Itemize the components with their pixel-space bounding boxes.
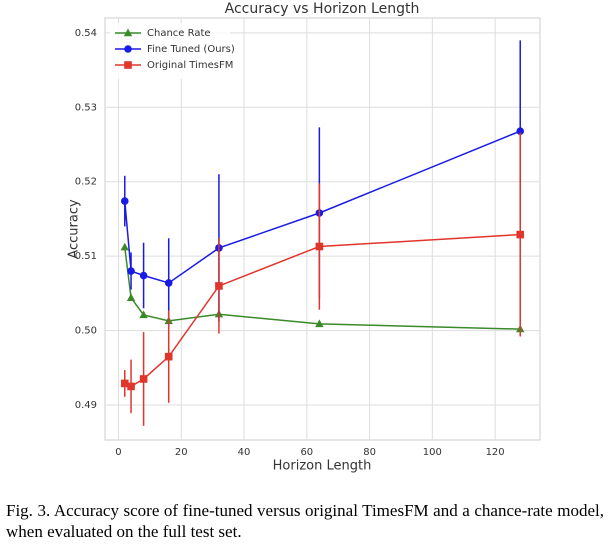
y-axis-label: Accuracy: [67, 199, 82, 259]
x-tick-label: 20: [175, 447, 188, 458]
plot-area: [104, 17, 541, 441]
marker: [164, 352, 173, 361]
x-tick-label: 0: [115, 447, 121, 458]
marker: [315, 242, 324, 251]
marker: [139, 271, 148, 280]
legend-marker: [124, 45, 132, 53]
x-tick-label: 60: [300, 447, 313, 458]
marker: [126, 293, 136, 302]
marker: [516, 230, 525, 239]
marker: [139, 310, 148, 319]
legend-label: Fine Tuned (Ours): [147, 44, 235, 55]
chart: Accuracy vs Horizon Length Horizon Lengt…: [67, 1, 541, 474]
x-axis-label: Horizon Length: [273, 459, 372, 474]
legend-label: Chance Rate: [147, 28, 211, 39]
x-tick-label: 80: [363, 447, 376, 458]
y-tick-label: 0.51: [75, 251, 97, 262]
marker: [127, 267, 135, 275]
marker: [120, 197, 129, 205]
marker: [139, 375, 148, 383]
marker: [215, 282, 223, 290]
marker: [164, 279, 173, 287]
y-tick-label: 0.53: [75, 102, 97, 113]
marker: [127, 382, 135, 391]
legend-marker: [124, 61, 132, 69]
x-tick-label: 100: [423, 447, 442, 458]
legend-marker: [123, 28, 133, 37]
y-tick-label: 0.54: [75, 28, 97, 39]
chart-title: Accuracy vs Horizon Length: [225, 1, 420, 17]
marker: [120, 379, 129, 388]
caption: Fig. 3. Accuracy score of fine-tuned ver…: [6, 501, 604, 541]
x-tick-label: 40: [238, 447, 251, 458]
marker: [120, 242, 129, 251]
marker: [315, 319, 324, 328]
y-tick-label: 0.52: [75, 177, 97, 188]
y-tick-label: 0.49: [75, 400, 97, 411]
x-tick-label: 120: [486, 447, 505, 458]
legend-label: Original TimesFM: [147, 60, 233, 71]
y-tick-label: 0.50: [75, 326, 97, 337]
marker: [516, 127, 525, 135]
